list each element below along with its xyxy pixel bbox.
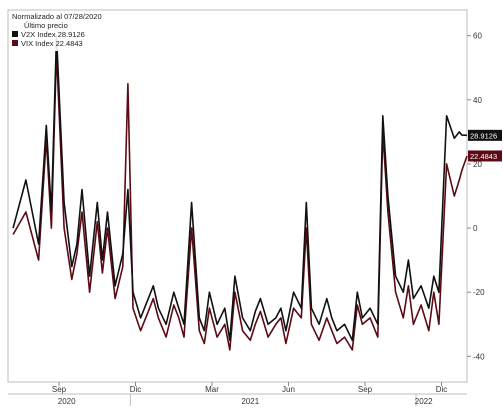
y-tick-label-0: -40 [473,352,485,361]
last-value-markers: 28.9126 22.4843 [468,129,502,162]
series-line-0 [12,34,468,342]
legend-entry-0: V2X Index 28.9126 [21,30,85,39]
legend-swatch-0 [12,31,18,37]
x-tick-label-1: Dic [130,385,142,394]
x-axis: Sep Dic Mar Jun Sep Dic 2020 2021 2022 [52,382,447,406]
y-axis: -40 -20 0 20 40 60 [467,32,485,361]
y-tick-label-4: 40 [473,96,482,105]
series-line-1 [12,50,468,351]
year-label-2: 2022 [415,397,433,406]
legend-entry-1: VIX Index 22.4843 [21,39,83,48]
x-tick-label-0: Sep [52,385,67,394]
legend-swatch-1 [12,40,18,46]
plot-area [7,9,468,383]
x-tick-label-5: Dic [436,385,448,394]
legend-box [9,11,107,51]
y-tick-label-2: 0 [473,224,478,233]
x-tick-label-4: Sep [358,385,373,394]
y-tick-label-5: 60 [473,32,482,41]
year-label-0: 2020 [58,397,76,406]
y-tick-label-1: -20 [473,288,485,297]
x-tick-label-2: Mar [205,385,219,394]
legend-header: Normalizado al 07/28/2020 [12,12,102,21]
y-tick-label-3: 20 [473,160,482,169]
legend-subheader: Último precio [24,21,68,30]
last-value-label-1: 22.4843 [470,152,497,161]
last-value-label-0: 28.9126 [470,131,497,140]
series-layer [12,34,468,351]
last-value-tag-0 [468,129,502,141]
year-label-1: 2021 [241,397,259,406]
frame-layer [7,9,468,395]
last-value-tag-1 [468,150,502,162]
x-tick-label-3: Jun [282,385,295,394]
